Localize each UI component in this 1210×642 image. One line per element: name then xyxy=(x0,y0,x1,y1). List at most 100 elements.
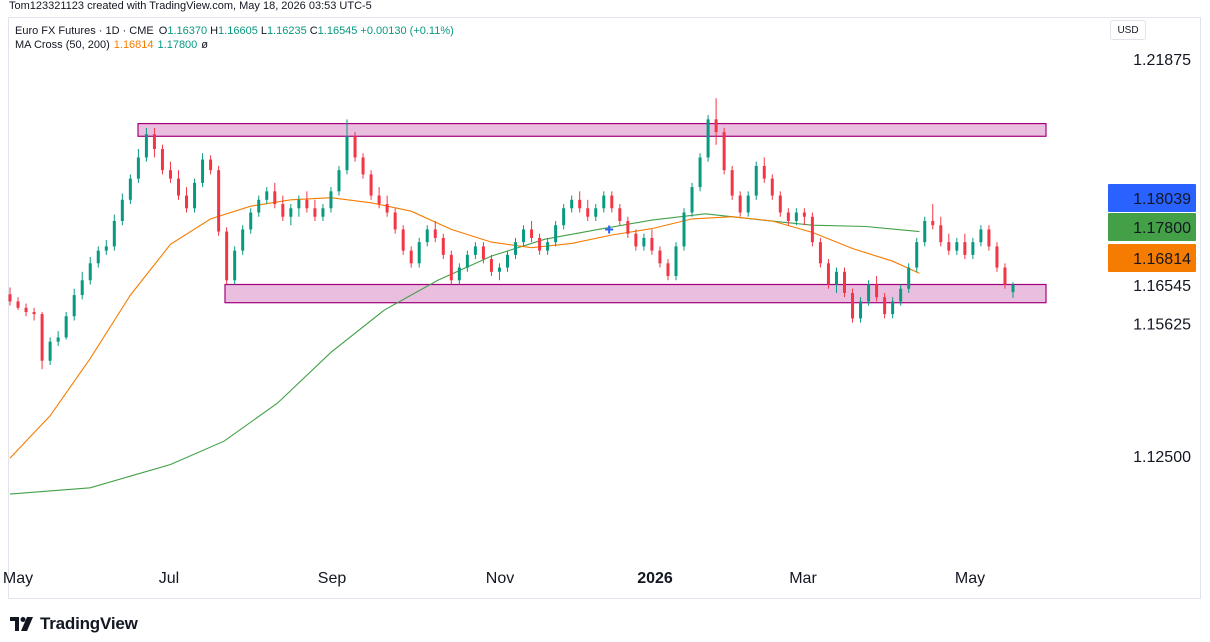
candle xyxy=(433,220,437,243)
candle xyxy=(915,237,919,272)
candle-body xyxy=(233,250,237,281)
candle xyxy=(225,227,229,285)
candle-body xyxy=(120,199,124,221)
brand-text: TradingView xyxy=(40,614,138,633)
candle-body xyxy=(658,250,662,264)
symbol-label: Euro FX Futures · 1D · CME xyxy=(15,25,154,37)
candle-body xyxy=(979,229,983,243)
candle xyxy=(193,178,197,213)
candle-body xyxy=(505,254,509,268)
candle xyxy=(297,195,301,217)
candle xyxy=(586,199,590,221)
candle xyxy=(642,233,646,251)
candle-body xyxy=(770,178,774,196)
candle xyxy=(842,267,846,298)
candle xyxy=(209,155,213,175)
candle-body xyxy=(24,307,28,313)
candle xyxy=(497,263,501,281)
candle-body xyxy=(465,254,469,268)
candle xyxy=(305,191,309,213)
candle-body xyxy=(241,229,245,251)
close-label: C xyxy=(309,25,318,37)
candle xyxy=(730,165,734,200)
candle-body xyxy=(995,246,999,268)
candle xyxy=(658,246,662,268)
candle-body xyxy=(883,297,887,315)
candle-body xyxy=(626,220,630,234)
candle xyxy=(401,225,405,255)
tradingview-icon xyxy=(10,617,33,631)
candle-body xyxy=(345,136,349,171)
candle-body xyxy=(842,271,846,293)
candle xyxy=(177,170,181,200)
ma-title: MA Cross (50, 200) xyxy=(15,39,110,51)
candle xyxy=(987,225,991,251)
ohlc-row: Euro FX Futures · 1D · CME O 1.16370 H 1.1… xyxy=(15,24,454,38)
candle xyxy=(530,220,534,243)
candle xyxy=(273,182,277,209)
currency-button[interactable]: USD xyxy=(1110,20,1146,40)
candle-body xyxy=(955,242,959,251)
candle-body xyxy=(570,199,574,209)
candle xyxy=(152,127,156,158)
hide-indicator-icon[interactable]: ø xyxy=(201,39,209,51)
candle xyxy=(883,292,887,319)
ma200-line xyxy=(9,213,920,495)
candle xyxy=(48,337,52,365)
candle xyxy=(201,153,205,188)
candle-body xyxy=(281,204,285,217)
candle xyxy=(128,174,132,205)
change-value: +0.00130 (+0.11%) xyxy=(360,25,454,37)
candle xyxy=(489,254,493,277)
candle-body xyxy=(209,159,213,171)
candle-body xyxy=(409,250,413,264)
candle-body xyxy=(72,295,76,317)
candle-body xyxy=(1011,284,1015,293)
candle-body xyxy=(706,119,710,158)
candle-body xyxy=(618,208,622,221)
candle xyxy=(377,187,381,209)
candle-body xyxy=(546,242,550,251)
ma-row[interactable]: MA Cross (50, 200) 1.16814 1.17800 ø xyxy=(15,38,454,52)
candle xyxy=(546,237,550,255)
y-tick-label: 1.12500 xyxy=(1133,449,1191,466)
candle xyxy=(449,250,453,285)
candle-body xyxy=(682,212,686,247)
candle-body xyxy=(385,204,389,213)
candle-body xyxy=(530,229,534,238)
candle xyxy=(698,153,702,192)
candle xyxy=(995,242,999,272)
candle xyxy=(778,191,782,217)
candle xyxy=(417,237,421,268)
candle xyxy=(88,256,92,285)
candle xyxy=(80,271,84,300)
tradingview-logo[interactable]: TradingView xyxy=(10,614,138,634)
candle xyxy=(425,225,429,247)
candle-body xyxy=(56,337,60,342)
candle-body xyxy=(225,231,229,281)
candle xyxy=(16,297,20,310)
candle xyxy=(826,259,830,289)
candle-body xyxy=(8,294,12,302)
chart-frame xyxy=(8,17,1201,599)
candle-body xyxy=(1003,267,1007,285)
candle-body xyxy=(698,157,702,188)
ma50-line xyxy=(9,197,920,459)
candle xyxy=(144,127,148,162)
candle xyxy=(738,191,742,217)
candle xyxy=(714,98,718,145)
candle xyxy=(794,208,798,226)
candle xyxy=(465,250,469,272)
price-badge-label: 1.18039 xyxy=(1133,191,1191,208)
candle-body xyxy=(305,199,309,209)
candle-body xyxy=(738,195,742,213)
candle-body xyxy=(602,195,606,209)
candle xyxy=(257,195,261,217)
candle xyxy=(818,237,822,268)
open-label: O xyxy=(158,25,168,37)
price-badge: 1.16814 xyxy=(1108,244,1196,272)
candle xyxy=(321,204,325,221)
candle xyxy=(64,312,68,340)
candle-body xyxy=(48,341,52,361)
